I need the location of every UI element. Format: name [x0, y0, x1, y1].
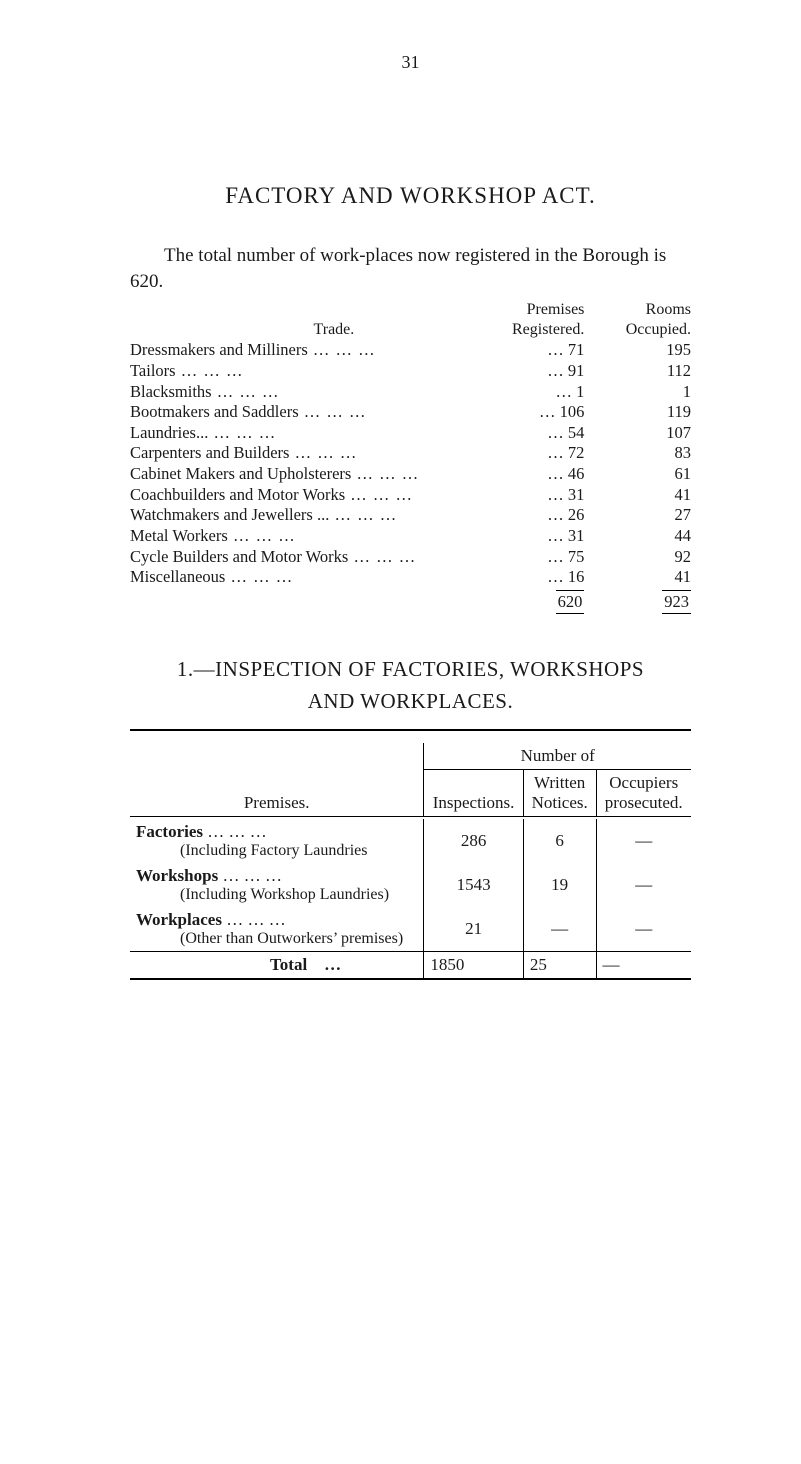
wp-row-written: 6 — [523, 819, 596, 863]
wp-row-written: 19 — [523, 863, 596, 907]
trade-row-rooms: 195 — [584, 340, 691, 361]
trade-row-premises: … 91 — [478, 361, 585, 382]
col-rooms-1: Rooms — [584, 300, 691, 320]
wp-row-written: — — [523, 907, 596, 952]
col-registered: Registered. — [478, 320, 585, 340]
trade-row-rooms: 61 — [584, 464, 691, 485]
trade-row-premises: … 71 — [478, 340, 585, 361]
wp-row-inspections: 21 — [424, 907, 523, 952]
wp-row-inspections: 1543 — [424, 863, 523, 907]
col-trade: Trade. — [130, 320, 478, 340]
wp-number-of: Number of — [424, 743, 691, 770]
trade-row-premises: … 54 — [478, 423, 585, 444]
wp-row-sublabel: (Including Factory Laundries — [136, 842, 417, 860]
intro-paragraph: The total number of work-places now regi… — [130, 243, 691, 294]
wp-row-inspections: 286 — [424, 819, 523, 863]
trade-total-premises: 620 — [556, 590, 585, 615]
wp-col-written: Written Notices. — [523, 770, 596, 817]
trade-row-premises: … 46 — [478, 464, 585, 485]
wp-row-sublabel: (Other than Outworkers’ premises) — [136, 930, 417, 948]
section-1-heading: 1.—INSPECTION OF FACTORIES, WORKSHOPS AN… — [130, 654, 691, 717]
written-l1: Written — [534, 773, 585, 792]
trade-row-rooms: 112 — [584, 361, 691, 382]
occ-l1: Occupiers — [609, 773, 678, 792]
trade-row-rooms: 27 — [584, 505, 691, 526]
trade-table: Premises Rooms Trade. Registered. Occupi… — [130, 300, 691, 614]
intro-text: The total number of work-places now regi… — [130, 245, 666, 292]
trade-row-premises: … 106 — [478, 402, 585, 423]
wp-row-sublabel: (Including Workshop Laundries) — [136, 886, 417, 904]
trade-row-premises: … 31 — [478, 485, 585, 506]
trade-row-rooms: 119 — [584, 402, 691, 423]
trade-row-premises: … 75 — [478, 547, 585, 568]
trade-row-premises: … 1 — [478, 382, 585, 403]
wp-total-occ: — — [596, 952, 691, 980]
trade-row-rooms: 44 — [584, 526, 691, 547]
section-line1: INSPECTION OF FACTORIES, WORKSHOPS — [215, 657, 644, 681]
wp-total-ins: 1850 — [424, 952, 523, 980]
page-number: 31 — [130, 52, 691, 73]
col-premises-1: Premises — [478, 300, 585, 320]
written-l2: Notices. — [532, 793, 588, 812]
trade-row-label: Laundries... … … … — [130, 423, 478, 444]
wp-row-label: Factories … … …(Including Factory Laundr… — [130, 819, 424, 863]
section-line2: AND WORKPLACES. — [308, 689, 513, 713]
trade-row-label: Cabinet Makers and Upholsterers … … … — [130, 464, 478, 485]
page: 31 FACTORY AND WORKSHOP ACT. The total n… — [0, 0, 801, 1464]
trade-row-rooms: 107 — [584, 423, 691, 444]
trade-row-label: Dressmakers and Milliners … … … — [130, 340, 478, 361]
trade-row-label: Cycle Builders and Motor Works … … … — [130, 547, 478, 568]
wp-col-inspections: Inspections. — [424, 770, 523, 817]
trade-row-rooms: 41 — [584, 485, 691, 506]
trade-row-premises: … 16 — [478, 567, 585, 588]
wp-col-premises: Premises. — [130, 743, 424, 817]
wp-total-label: Total … — [130, 952, 424, 980]
trade-row-label: Blacksmiths … … … — [130, 382, 478, 403]
trade-row-label: Metal Workers … … … — [130, 526, 478, 547]
trade-row-rooms: 92 — [584, 547, 691, 568]
wp-row-occupiers: — — [596, 863, 691, 907]
trade-row-label: Bootmakers and Saddlers … … … — [130, 402, 478, 423]
trade-row-rooms: 1 — [584, 382, 691, 403]
wp-total-wn: 25 — [523, 952, 596, 980]
wp-col-occupiers: Occupiers prosecuted. — [596, 770, 691, 817]
wp-row-occupiers: — — [596, 907, 691, 952]
trade-row-label: Carpenters and Builders … … … — [130, 443, 478, 464]
occ-l2: prosecuted. — [605, 793, 683, 812]
trade-row-label: Tailors … … … — [130, 361, 478, 382]
wp-row-label: Workshops … … …(Including Workshop Laund… — [130, 863, 424, 907]
col-occupied: Occupied. — [584, 320, 691, 340]
trade-row-premises: … 26 — [478, 505, 585, 526]
section-prefix: 1.— — [177, 657, 215, 681]
main-heading: FACTORY AND WORKSHOP ACT. — [130, 183, 691, 209]
trade-row-premises: … 72 — [478, 443, 585, 464]
trade-row-label: Coachbuilders and Motor Works … … … — [130, 485, 478, 506]
trade-row-premises: … 31 — [478, 526, 585, 547]
trade-total-rooms: 923 — [662, 590, 691, 615]
workplaces-table: Premises. Number of Inspections. Written… — [130, 729, 691, 980]
trade-row-rooms: 41 — [584, 567, 691, 588]
trade-row-label: Watchmakers and Jewellers ... … … … — [130, 505, 478, 526]
trade-row-label: Miscellaneous … … … — [130, 567, 478, 588]
trade-row-rooms: 83 — [584, 443, 691, 464]
wp-row-occupiers: — — [596, 819, 691, 863]
wp-row-label: Workplaces … … …(Other than Outworkers’ … — [130, 907, 424, 952]
